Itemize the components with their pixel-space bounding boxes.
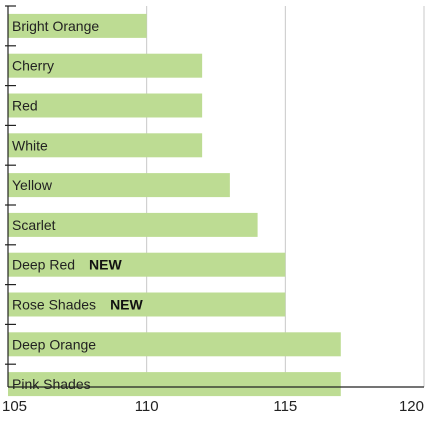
- bar: [8, 133, 203, 158]
- bar: [8, 53, 203, 78]
- bar: [8, 212, 258, 237]
- bar-label: White: [12, 137, 48, 153]
- bar-label: Yellow: [12, 177, 53, 193]
- bar: [8, 332, 341, 357]
- new-badge: NEW: [110, 297, 143, 313]
- bar-label: Bright Orange: [12, 18, 99, 34]
- x-tick-label: 105: [2, 398, 27, 415]
- bar: [8, 292, 286, 317]
- bar-label: Deep Orange: [12, 336, 96, 352]
- bar-label: Rose Shades: [12, 297, 96, 313]
- new-badge: NEW: [89, 257, 122, 273]
- bar-label: Deep Red: [12, 257, 75, 273]
- bar-label: Cherry: [12, 58, 54, 74]
- x-tick-label: 115: [273, 398, 297, 415]
- bar: [8, 93, 203, 118]
- bar: [8, 173, 230, 198]
- bar-label: Scarlet: [12, 217, 56, 233]
- bar: [8, 372, 341, 397]
- x-tick-label: 110: [135, 398, 159, 415]
- bar: [8, 13, 147, 38]
- bar-label: Red: [12, 98, 38, 114]
- bar-label: Pink Shades: [12, 376, 91, 392]
- bar: [8, 252, 286, 277]
- x-tick-label: 120: [399, 398, 424, 415]
